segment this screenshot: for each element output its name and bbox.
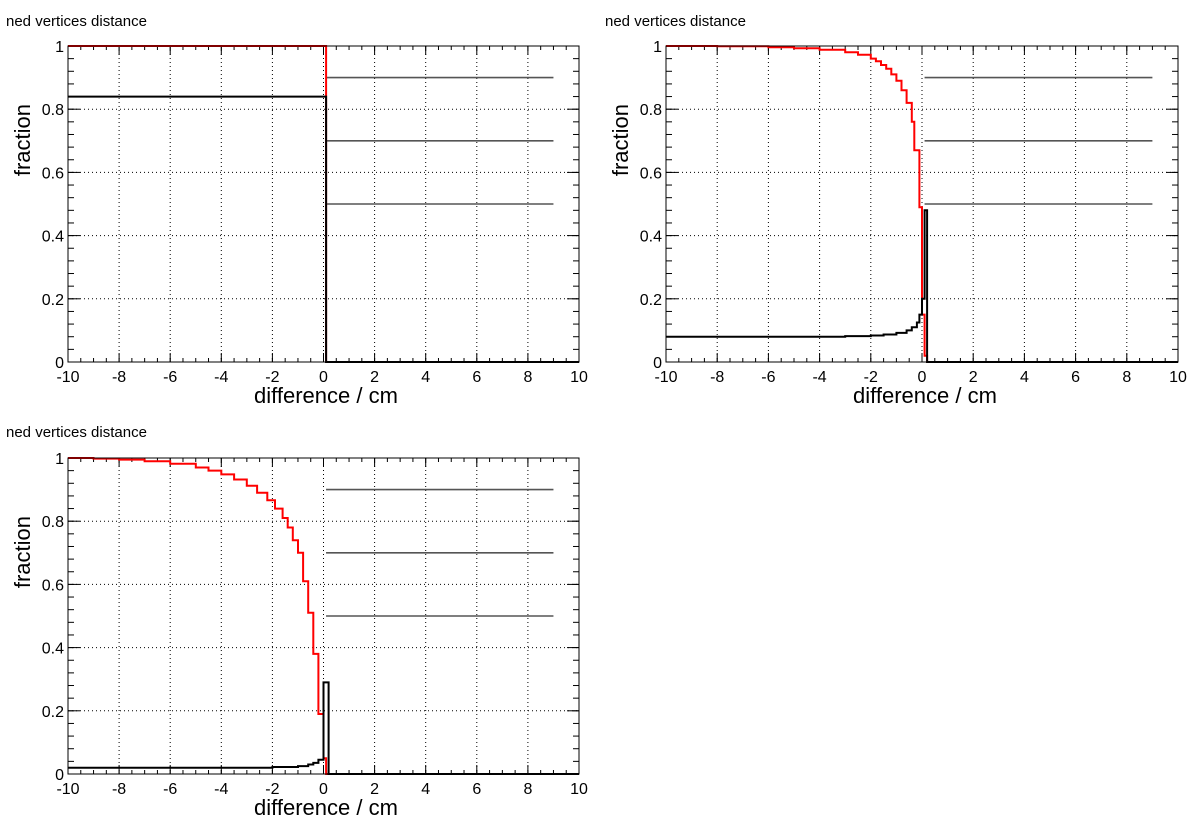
x-tick-label: -6 [163,369,177,386]
y-tick-label: 0.2 [42,704,64,721]
y-tick-label: 0.6 [640,165,662,182]
plot-frame [67,457,580,775]
x-tick-label: 0 [319,781,328,798]
x-tick-label: 0 [918,369,927,386]
x-tick-label: 10 [570,369,588,386]
x-tick-label: -8 [112,369,126,386]
x-tick-label: 6 [472,781,481,798]
x-tick-label: -10 [56,781,79,798]
chart-title: ned vertices distance [6,424,147,441]
x-tick-label: -8 [112,781,126,798]
plot-frame [67,45,580,363]
y-tick-label: 0.6 [42,577,64,594]
plot-frame [665,45,1179,363]
y-tick-label: 0.8 [42,514,64,531]
x-axis-label: difference / cm [254,383,398,408]
y-tick-label: 0.4 [640,229,662,246]
x-tick-label: 2 [370,781,379,798]
x-tick-label: -2 [265,369,279,386]
x-tick-label: 8 [1122,369,1131,386]
x-tick-label: 6 [1071,369,1080,386]
y-tick-label: 0 [653,355,662,372]
x-tick-label: 2 [370,369,379,386]
x-tick-label: 8 [523,781,532,798]
y-axis-label: fraction [608,104,633,176]
chart-panel-2: ned vertices distance-10 -8 -6 -4 -2 0 2 4 6 8 100… [605,13,1187,408]
x-tick-label: 4 [421,369,430,386]
x-tick-label: 2 [969,369,978,386]
y-tick-label: 1 [55,451,64,468]
series-line-black [666,209,1178,363]
y-tick-label: 1 [653,39,662,56]
series-line-red [68,457,579,775]
y-tick-label: 0.2 [640,292,662,309]
x-tick-label: -4 [214,369,228,386]
x-tick-label: 4 [1020,369,1029,386]
x-tick-label: -4 [214,781,228,798]
y-tick-label: 0.8 [42,102,64,119]
y-tick-label: 1 [55,39,64,56]
y-axis-label: fraction [10,516,35,588]
y-axis-label: fraction [10,104,35,176]
y-tick-label: 0.2 [42,292,64,309]
y-tick-label: 0.4 [42,229,64,246]
chart-panel-1: ned vertices distance-10 -8 -6 -4 -2 0 2 4 6 8 100… [6,13,588,408]
chart-panel-3: ned vertices distance-10 -8 -6 -4 -2 0 2 4 6 8 100… [6,424,588,820]
y-tick-label: 0 [55,355,64,372]
series-line-red [666,45,1178,363]
chart-title: ned vertices distance [605,13,746,30]
y-tick-label: 0.4 [42,641,64,658]
x-tick-label: 10 [1169,369,1187,386]
chart-title: ned vertices distance [6,13,147,30]
x-tick-label: 6 [472,369,481,386]
series-line-black [68,681,579,775]
y-tick-label: 0.8 [640,102,662,119]
y-tick-label: 0.6 [42,165,64,182]
x-tick-label: 0 [319,369,328,386]
x-tick-label: -10 [654,369,677,386]
x-tick-label: -4 [812,369,826,386]
x-tick-label: -2 [864,369,878,386]
x-tick-label: 10 [570,781,588,798]
x-tick-label: -10 [56,369,79,386]
x-tick-label: -8 [710,369,724,386]
y-tick-label: 0 [55,767,64,784]
x-tick-label: -2 [265,781,279,798]
x-axis-label: difference / cm [853,383,997,408]
x-tick-label: 4 [421,781,430,798]
x-tick-label: 8 [523,369,532,386]
x-tick-label: -6 [761,369,775,386]
x-tick-label: -6 [163,781,177,798]
x-axis-label: difference / cm [254,795,398,820]
